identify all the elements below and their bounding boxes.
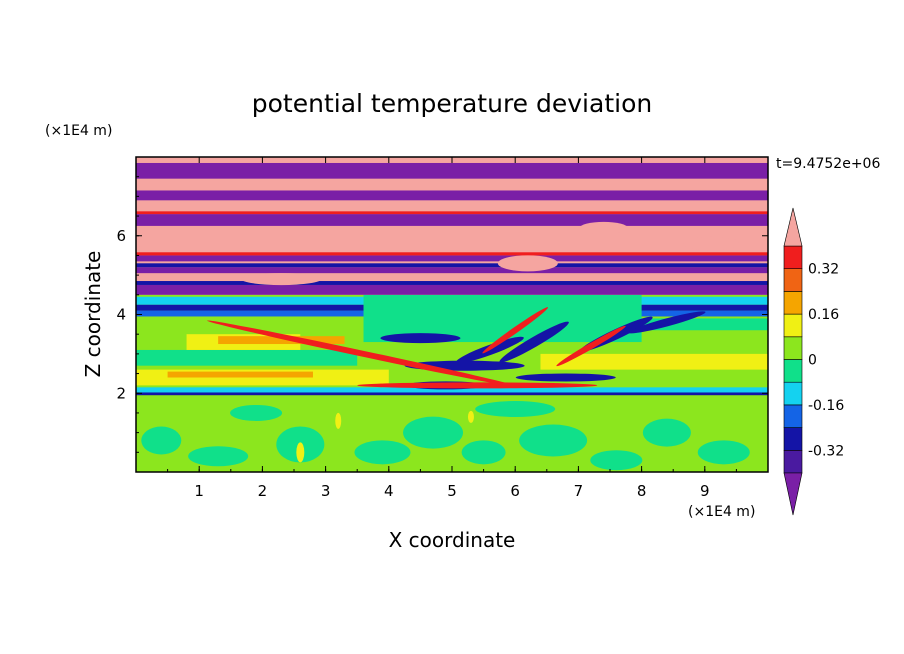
- field-stripe: [167, 371, 313, 378]
- colorbar-segment: [783, 381, 803, 406]
- colorbar-segment: [783, 404, 803, 428]
- chart-title: potential temperature deviation: [252, 89, 652, 118]
- colorbar-tick-label: -0.16: [808, 398, 844, 414]
- field-streak-positive: [556, 325, 626, 367]
- y-tick-label: 4: [116, 306, 126, 324]
- field-patch-upper: [579, 221, 628, 234]
- y-tick-label: 2: [116, 384, 126, 402]
- field-streak-negative: [380, 333, 461, 344]
- field-patch-lower: [403, 416, 464, 449]
- y-tick-label: 6: [116, 227, 126, 245]
- field-stripe: [610, 318, 768, 331]
- field-stripe: [540, 353, 768, 370]
- field-stripe: [218, 336, 345, 345]
- x-tick-label: 1: [194, 482, 204, 500]
- field-patch-upper: [497, 255, 558, 272]
- colorbar: 0.32 0.16 0 -0.16 -0.32: [783, 207, 844, 516]
- x-axis-label: X coordinate: [389, 528, 516, 552]
- time-label: t=9.4752e+06: [776, 156, 880, 172]
- field-patch-lower: [188, 446, 249, 467]
- field-patch-lower-positive: [296, 442, 305, 463]
- field-stripe: [136, 392, 768, 396]
- field-streak-positive: [482, 307, 549, 354]
- colorbar-segment: [783, 449, 803, 474]
- colorbar-tick-label: 0.32: [808, 262, 839, 278]
- x-tick-label: 6: [510, 482, 520, 500]
- field-band-edge: [136, 281, 768, 285]
- x-tick-label: 7: [574, 482, 584, 500]
- colorbar-tick-label: 0.16: [808, 307, 839, 323]
- field-patch-lower-positive: [335, 412, 342, 429]
- field-patch-lower-positive: [467, 410, 474, 423]
- x-tick-label: 3: [321, 482, 331, 500]
- field-patch-upper: [683, 236, 740, 251]
- x-unit-label: (×1E4 m): [688, 504, 755, 520]
- field-patch-lower: [461, 440, 506, 465]
- field-band-edge: [136, 252, 768, 256]
- colorbar-segment: [783, 291, 803, 315]
- plot-area: [136, 157, 768, 472]
- x-tick-label: 4: [384, 482, 394, 500]
- x-tick-label: 2: [258, 482, 268, 500]
- x-tick-label: 8: [637, 482, 647, 500]
- field-band-negative: [136, 267, 768, 274]
- colorbar-segment: [783, 359, 803, 383]
- field-patch-lower: [519, 424, 588, 457]
- field-streak-positive: [207, 320, 521, 388]
- colorbar-segment: [783, 268, 803, 292]
- field-patch-lower: [230, 404, 283, 421]
- field-band-negative: [136, 255, 768, 262]
- field-stripe: [136, 349, 358, 366]
- field-streak-positive: [357, 382, 598, 389]
- colorbar-tick-label: 0: [808, 353, 817, 369]
- field-streak-negative: [628, 311, 706, 334]
- y-axis: 2 4 6: [116, 176, 768, 453]
- field-band-negative: [136, 214, 768, 226]
- y-unit-label: (×1E4 m): [45, 123, 112, 139]
- colorbar-segment: [783, 313, 803, 338]
- field-band-negative: [136, 162, 768, 179]
- field-patch-lower: [590, 450, 643, 471]
- field-band-edge: [136, 263, 768, 268]
- contour-field: [136, 157, 768, 472]
- field-patch-lower: [475, 401, 556, 417]
- colorbar-extend-top: [783, 207, 803, 247]
- field-streak-negative: [515, 373, 616, 382]
- colorbar-segment: [783, 336, 803, 360]
- field-band-negative: [136, 284, 768, 295]
- x-axis: 1 2 3 4 5 6 7 8 9: [167, 157, 737, 500]
- field-band-negative: [136, 190, 768, 201]
- field-patch-lower: [354, 440, 411, 465]
- field-band-edge: [136, 211, 768, 215]
- field-patch-lower: [141, 426, 182, 455]
- colorbar-extend-bottom: [783, 472, 803, 516]
- field-patch-lower: [642, 418, 691, 447]
- field-patch-lower: [697, 440, 750, 465]
- x-tick-label: 9: [700, 482, 710, 500]
- y-axis-label: Z coordinate: [81, 251, 105, 378]
- colorbar-segment: [783, 427, 803, 451]
- field-streak-negative: [499, 321, 569, 363]
- field-stripe: [136, 387, 768, 394]
- colorbar-tick-label: -0.32: [808, 443, 844, 459]
- colorbar-segment: [783, 245, 803, 270]
- field-patch-upper: [241, 273, 322, 286]
- x-tick-label: 5: [447, 482, 457, 500]
